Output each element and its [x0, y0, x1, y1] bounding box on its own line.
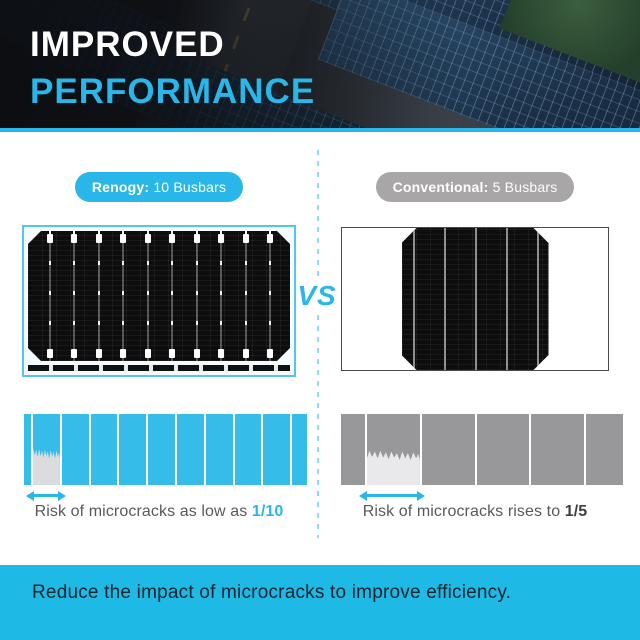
- header-photo: IMPROVED PERFORMANCE: [0, 0, 640, 128]
- bar-segment-line: [584, 414, 587, 485]
- bar-segment-line: [175, 414, 178, 485]
- bar-segment-line: [31, 414, 34, 485]
- busbar-line: [413, 228, 415, 370]
- busbar-line: [147, 231, 149, 361]
- busbar-line: [122, 231, 124, 361]
- bar-segment-line: [88, 414, 91, 485]
- bar-segment-line: [117, 414, 120, 485]
- bar-segment-line: [474, 414, 477, 485]
- renogy-cell-figure: [22, 225, 296, 377]
- crack-width-arrow-icon: [26, 490, 66, 501]
- busbar-line: [196, 231, 198, 361]
- busbar-line: [245, 231, 247, 361]
- bar-segment-line: [529, 414, 532, 485]
- bar-segment-line: [59, 414, 62, 485]
- busbar-line: [49, 231, 51, 361]
- bar-segment-line: [419, 414, 422, 485]
- badge-brand-text: Conventional:: [392, 179, 489, 195]
- conventional-cell-figure: [341, 227, 609, 371]
- conventional-solar-cell: [402, 228, 549, 370]
- footer-banner: Reduce the impact of microcracks to impr…: [0, 565, 640, 640]
- renogy-busbars-badge: Renogy: 10 Busbars: [74, 172, 244, 202]
- renogy-solar-cell: [28, 231, 290, 361]
- risk-value: 1/10: [251, 503, 284, 520]
- busbar-line: [537, 228, 539, 370]
- busbar-line: [444, 228, 446, 370]
- risk-value: 1/5: [564, 503, 588, 520]
- badge-brand-text: Renogy:: [91, 179, 150, 195]
- risk-text: Risk of microcracks rises to: [362, 503, 565, 520]
- risk-text: Risk of microcracks as low as: [34, 503, 252, 520]
- header-accent-rule: [0, 128, 640, 132]
- header-title-line1: IMPROVED: [30, 25, 225, 64]
- busbar-line: [475, 228, 477, 370]
- microcrack-region: [31, 449, 60, 485]
- renogy-risk-caption: Risk of microcracks as low as 1/10: [12, 503, 306, 521]
- busbar-line: [98, 231, 100, 361]
- bar-segment-line: [290, 414, 293, 485]
- badge-detail-text: 5 Busbars: [488, 179, 558, 195]
- bar-segment-line: [364, 414, 367, 485]
- busbar-line: [220, 231, 222, 361]
- conventional-busbars-badge: Conventional: 5 Busbars: [375, 172, 575, 202]
- footer-message: Reduce the impact of microcracks to impr…: [32, 582, 512, 603]
- renogy-risk-bar: [24, 414, 307, 485]
- crack-width-arrow-icon: [359, 490, 425, 501]
- busbar-line: [269, 231, 271, 361]
- conventional-risk-bar: [341, 414, 623, 485]
- conventional-risk-caption: Risk of microcracks rises to 1/5: [341, 503, 609, 521]
- busbar-line: [73, 231, 75, 361]
- bar-segment-line: [203, 414, 206, 485]
- header-dark-overlay: [0, 0, 640, 128]
- badge-detail-text: 10 Busbars: [149, 179, 227, 195]
- bar-segment-line: [146, 414, 149, 485]
- busbar-line: [506, 228, 508, 370]
- left-badge-row: Renogy: 10 Busbars: [22, 172, 296, 202]
- bar-segment-line: [261, 414, 264, 485]
- busbar-line: [171, 231, 173, 361]
- right-badge-row: Conventional: 5 Busbars: [341, 172, 609, 202]
- bar-segment-line: [232, 414, 235, 485]
- header-title-line2: PERFORMANCE: [30, 72, 316, 111]
- vs-label: VS: [293, 280, 341, 312]
- microcrack-region: [364, 450, 420, 485]
- center-dashed-divider: [317, 150, 319, 538]
- cell-edge-strip: [28, 365, 290, 371]
